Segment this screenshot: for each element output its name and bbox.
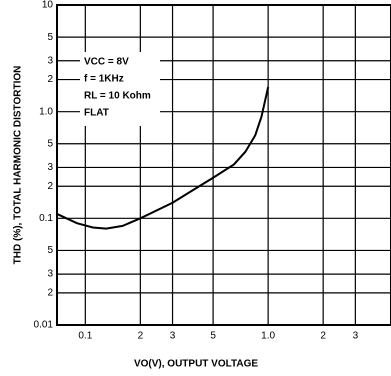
y-tick-label: 10 xyxy=(42,0,54,11)
annotation-box xyxy=(80,52,160,126)
y-tick-label: 1.0 xyxy=(39,106,53,117)
annotation: f = 1KHz xyxy=(84,74,124,85)
y-tick-label: 5 xyxy=(47,138,53,149)
x-tick-label: 5 xyxy=(210,331,216,342)
y-axis-label: THD (%), TOTAL HARMONIC DISTORTION xyxy=(13,66,24,265)
x-tick-label: 3 xyxy=(170,331,176,342)
x-tick-label: 2 xyxy=(320,331,326,342)
y-tick-label: 3 xyxy=(47,269,53,280)
annotation: RL = 10 Kohm xyxy=(84,91,151,102)
x-tick-label: 0.1 xyxy=(78,331,92,342)
x-axis-label: VO(V), OUTPUT VOLTAGE xyxy=(134,359,258,370)
x-tick-label: 2 xyxy=(138,331,144,342)
y-tick-label: 2 xyxy=(47,74,53,85)
y-tick-label: 3 xyxy=(47,55,53,66)
y-tick-label: 0.1 xyxy=(39,213,53,224)
y-tick-label: 3 xyxy=(47,162,53,173)
y-tick-label: 0.01 xyxy=(34,320,54,331)
annotation: FLAT xyxy=(84,108,109,119)
plot-border xyxy=(56,4,391,326)
x-tick-label: 1.0 xyxy=(261,331,275,342)
line xyxy=(56,86,270,230)
y-tick-label: 2 xyxy=(47,288,53,299)
x-tick-label: 3 xyxy=(353,331,359,342)
annotation: VCC = 8V xyxy=(84,57,129,68)
y-tick-label: 2 xyxy=(47,181,53,192)
y-tick-label: 5 xyxy=(47,32,53,43)
y-tick-label: 5 xyxy=(47,245,53,256)
